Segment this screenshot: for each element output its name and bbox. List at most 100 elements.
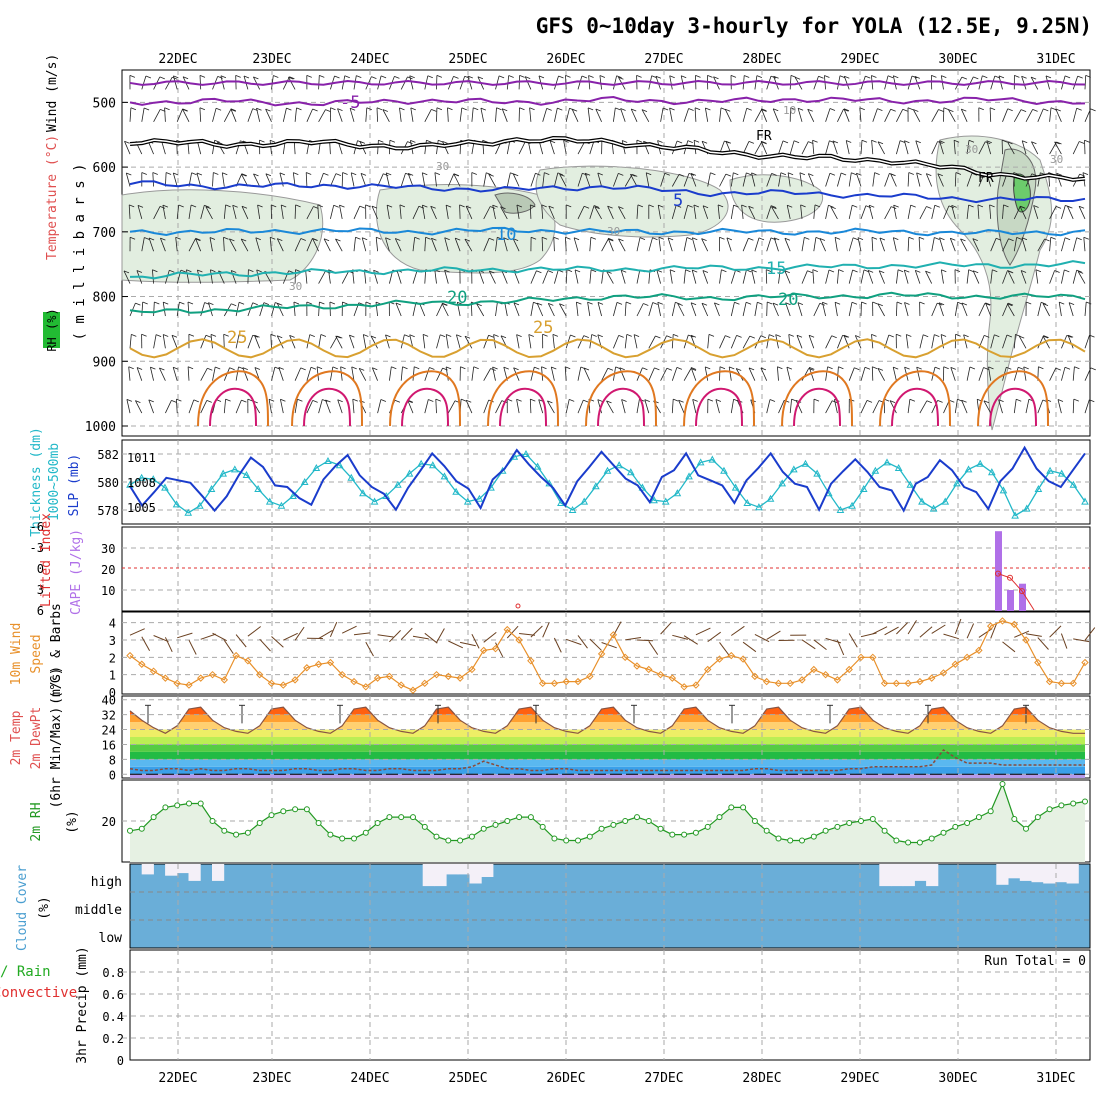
thickness-point-47 [673, 489, 682, 497]
barb-flag-7-6 [210, 269, 216, 273]
barb-flag-61-6 [852, 269, 858, 273]
barb-53-2 [754, 141, 763, 155]
barb-flag-1-8 [141, 333, 147, 337]
day-label-top-4: 26DEC [546, 52, 585, 67]
rh-point-36 [551, 835, 558, 842]
barb-flag-76-7 [1026, 301, 1032, 305]
barb-flag-2-6 [152, 269, 158, 273]
barb-78-5 [1049, 237, 1052, 252]
barb-0-8 [129, 334, 132, 349]
barb-68-7 [931, 302, 938, 317]
rh-point-64 [881, 827, 888, 834]
thickness-point-29 [463, 497, 472, 505]
barb-21-5 [375, 237, 378, 252]
barb-flag-0-9 [128, 366, 134, 370]
barb-flag-16-9 [316, 366, 323, 370]
barb-flag-61-3 [851, 172, 857, 176]
barb-59-4 [825, 205, 829, 219]
w10-barb-27 [448, 640, 464, 649]
w10-point-23 [397, 681, 405, 689]
label-15c: 15 [766, 259, 786, 279]
barb-57-8 [796, 335, 803, 349]
barb-flag-36-4 [548, 205, 554, 209]
barb-57-10 [795, 400, 803, 414]
barb-34-3 [530, 173, 536, 187]
barb-flag-42-3 [632, 174, 638, 177]
barb-flag-65-9 [893, 366, 899, 370]
barb-31-3 [488, 174, 496, 187]
barb-49-1 [705, 107, 709, 122]
barb-flag-63-6 [867, 270, 874, 273]
barb-22-5 [385, 237, 390, 252]
barb-flag-60-6 [838, 269, 844, 272]
barb-56-0 [789, 75, 792, 90]
barb-flag-6-5 [195, 237, 201, 241]
barb-46-4 [671, 205, 677, 220]
w10-barb-51 [731, 625, 745, 636]
barb-42-9 [619, 367, 626, 381]
day-label-top-0: 22DEC [158, 52, 197, 67]
barb-47-6 [683, 269, 686, 284]
barb-66-0 [907, 75, 913, 90]
barb-flag-68-1 [938, 109, 944, 112]
barb-flag-30-5 [488, 237, 495, 241]
barb-flag-71-5 [960, 238, 966, 242]
barb-flag-31-6 [489, 270, 495, 274]
barb-71-6 [966, 269, 970, 284]
barb-flag-55-1 [773, 108, 779, 112]
barb-flag-24-8 [409, 334, 415, 338]
barb-flag-63-7 [872, 301, 878, 305]
barb-49-3 [707, 172, 711, 187]
barb-56-7 [785, 302, 791, 317]
barb-57-6 [801, 270, 808, 284]
w10-tick-3: 1 [109, 669, 116, 683]
thickness-point-20 [359, 489, 367, 497]
barb-flag-66-9 [904, 366, 910, 370]
barb-24-1 [410, 107, 414, 122]
fr-contour-inner [129, 137, 1086, 181]
barb-flag-39-3 [584, 172, 591, 176]
curl-orange-6 [781, 370, 853, 427]
barb-28-3 [453, 173, 461, 187]
barb-73-2 [986, 140, 992, 155]
barb-flag-22-1 [382, 109, 388, 112]
barb-flag-41-8 [618, 335, 624, 338]
curl-magenta-3 [499, 387, 547, 427]
day-label-top-9: 31DEC [1036, 52, 1075, 67]
thickness-point-7 [207, 484, 216, 492]
barb-52-8 [742, 335, 751, 349]
barb-flag-28-10 [460, 398, 467, 402]
barb-flag-22-8 [385, 334, 391, 338]
barb-flag-46-2 [676, 140, 683, 144]
barb-64-2 [877, 141, 885, 155]
barb-flag-18-3 [342, 172, 348, 175]
barb-flag-71-9 [969, 366, 976, 370]
label-5c: 5 [673, 191, 683, 211]
barb-flag-80-5 [1076, 237, 1082, 241]
barb-flag-76-2 [1022, 140, 1028, 144]
barb-69-7 [938, 302, 944, 317]
barb-flag-53-7 [757, 301, 763, 305]
rh-point-48 [692, 829, 699, 836]
w10-barb-7 [212, 632, 227, 642]
label-minus5: -5 [340, 93, 360, 113]
barb-flag-14-8 [289, 335, 295, 338]
barb-flag-21-2 [378, 139, 384, 143]
barb-75-8 [1013, 334, 1016, 349]
barb-flag-69-0 [941, 75, 947, 78]
barb-40-1 [595, 108, 602, 122]
barb-flag-66-10 [909, 398, 916, 402]
barb-13-0 [282, 76, 290, 90]
barb-flag-36-9 [551, 366, 557, 370]
barb-81-9 [1084, 367, 1092, 381]
w10-barb-14 [294, 626, 305, 641]
barb-flag-39-1 [587, 107, 594, 111]
barb-flag-10-6 [248, 269, 254, 272]
barb-48-1 [694, 107, 697, 122]
barb-flag-65-4 [893, 204, 899, 208]
temp2m-tick-1: 32 [102, 709, 116, 723]
barb-62-9 [860, 367, 866, 381]
barb-39-4 [589, 205, 595, 220]
curl-orange-3 [487, 370, 559, 427]
barb-28-5 [454, 237, 461, 252]
